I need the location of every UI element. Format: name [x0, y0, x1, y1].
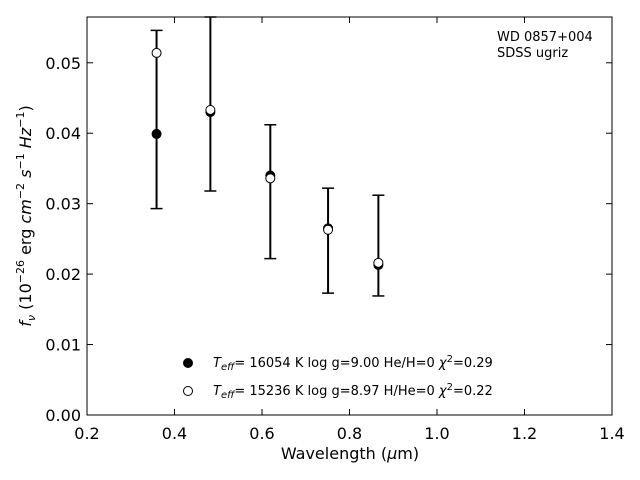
data-point-open: [151, 47, 162, 58]
y-tick-label: 0.03: [45, 195, 81, 214]
data-points: [151, 47, 384, 270]
legend-entry-2: Teff= 15236 K log g=8.97 H/He=0 χ2=0.22: [213, 382, 493, 401]
x-tick-label: 0.4: [162, 424, 187, 443]
y-tick-label: 0.04: [45, 124, 81, 143]
x-tick-label: 1.2: [512, 424, 537, 443]
x-axis-label: Wavelength (μm): [281, 444, 419, 463]
annotation-object: WD 0857+004: [497, 30, 593, 45]
data-point-open: [323, 224, 334, 235]
axes: [86, 16, 613, 416]
y-tick-label: 0.05: [45, 54, 81, 73]
error-bars: [150, 16, 385, 297]
x-tick-label: 1.0: [424, 424, 449, 443]
legend: Teff= 16054 K log g=9.00 He/H=0 χ2=0.29 …: [183, 354, 493, 401]
legend-entry-1: Teff= 16054 K log g=9.00 He/H=0 χ2=0.29: [213, 354, 493, 373]
y-axis-label: fν (10−26 erg cm−2 s−1 Hz−1): [14, 105, 38, 326]
tick-labels: 0.2 0.4 0.6 0.8 1.0 1.2 1.4 0.00 0.01 0.02 0.03 0.0…: [45, 54, 624, 443]
y-tick-label: 0.02: [45, 265, 81, 284]
legend-marker-open: [183, 386, 193, 396]
data-point-open: [265, 173, 276, 184]
x-tick-label: 0.6: [249, 424, 274, 443]
x-tick-label: 0.2: [74, 424, 99, 443]
legend-marker-filled: [183, 358, 193, 368]
data-point-filled: [151, 128, 162, 139]
data-point-open: [205, 104, 216, 115]
x-tick-label: 0.8: [337, 424, 362, 443]
y-tick-label: 0.00: [45, 406, 81, 425]
x-tick-label: 1.4: [599, 424, 624, 443]
data-point-open: [373, 257, 384, 268]
annotation-survey: SDSS ugriz: [497, 46, 568, 61]
y-tick-label: 0.01: [45, 336, 81, 355]
